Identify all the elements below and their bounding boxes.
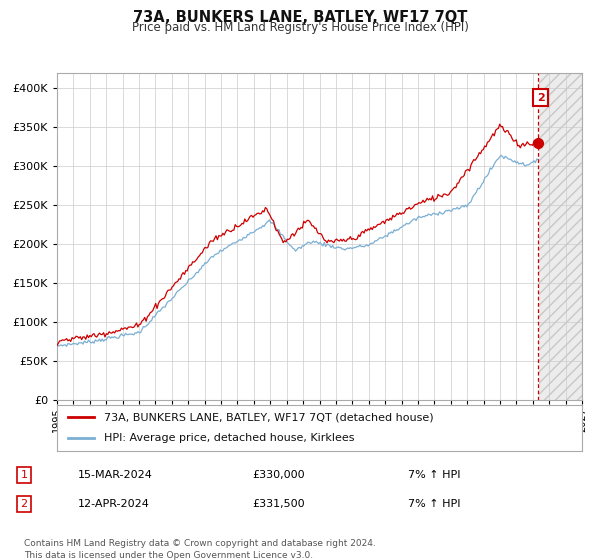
- Bar: [539, 73, 582, 400]
- Text: Price paid vs. HM Land Registry's House Price Index (HPI): Price paid vs. HM Land Registry's House …: [131, 21, 469, 34]
- Text: HPI: Average price, detached house, Kirklees: HPI: Average price, detached house, Kirk…: [104, 433, 355, 444]
- Text: 1: 1: [20, 470, 28, 480]
- Text: 7% ↑ HPI: 7% ↑ HPI: [408, 499, 461, 509]
- Text: 2: 2: [20, 499, 28, 509]
- Bar: [539, 73, 582, 400]
- Text: Contains HM Land Registry data © Crown copyright and database right 2024.
This d: Contains HM Land Registry data © Crown c…: [24, 539, 376, 559]
- Text: 7% ↑ HPI: 7% ↑ HPI: [408, 470, 461, 480]
- Text: £330,000: £330,000: [252, 470, 305, 480]
- Text: 12-APR-2024: 12-APR-2024: [78, 499, 150, 509]
- Text: £331,500: £331,500: [252, 499, 305, 509]
- Text: 73A, BUNKERS LANE, BATLEY, WF17 7QT (detached house): 73A, BUNKERS LANE, BATLEY, WF17 7QT (det…: [104, 412, 434, 422]
- Text: 73A, BUNKERS LANE, BATLEY, WF17 7QT: 73A, BUNKERS LANE, BATLEY, WF17 7QT: [133, 10, 467, 25]
- Text: 15-MAR-2024: 15-MAR-2024: [78, 470, 153, 480]
- Text: 2: 2: [537, 93, 545, 103]
